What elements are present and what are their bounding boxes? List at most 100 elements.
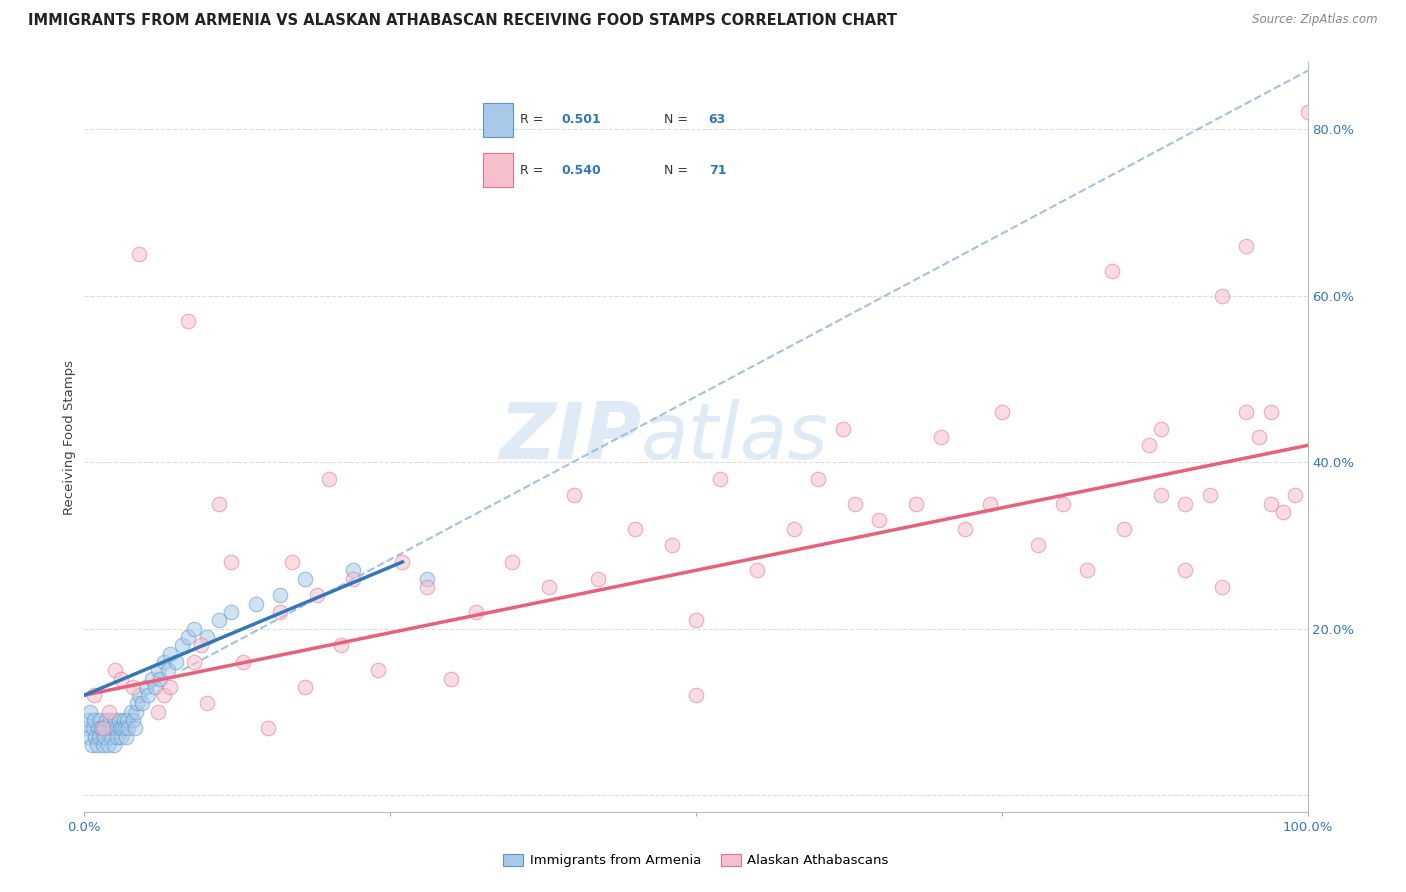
- Point: [1150, 488, 1173, 502]
- Point: [90, 722, 112, 736]
- Point: [131, 697, 153, 711]
- Point: [1150, 422, 1173, 436]
- Point: [416, 572, 439, 586]
- Point: [190, 638, 212, 652]
- Point: [929, 430, 952, 444]
- Point: [103, 738, 125, 752]
- Point: [165, 655, 187, 669]
- Point: [807, 472, 830, 486]
- Point: [538, 580, 561, 594]
- Point: [979, 497, 1001, 511]
- Point: [115, 713, 138, 727]
- Point: [1247, 430, 1270, 444]
- Point: [172, 638, 194, 652]
- Point: [440, 672, 463, 686]
- Point: [586, 572, 609, 586]
- Point: [232, 655, 254, 669]
- Point: [1260, 497, 1282, 511]
- Point: [87, 722, 110, 736]
- Point: [111, 722, 134, 736]
- Point: [269, 588, 291, 602]
- Point: [80, 738, 103, 752]
- Point: [79, 705, 101, 719]
- Point: [91, 738, 114, 752]
- Point: [318, 472, 340, 486]
- Point: [245, 597, 267, 611]
- Point: [122, 680, 145, 694]
- Point: [110, 672, 132, 686]
- Point: [93, 730, 115, 744]
- Point: [195, 697, 218, 711]
- Point: [94, 722, 117, 736]
- Point: [1076, 563, 1098, 577]
- Point: [136, 688, 159, 702]
- Point: [953, 522, 976, 536]
- Point: [110, 730, 132, 744]
- Point: [100, 730, 122, 744]
- Point: [105, 730, 128, 744]
- Point: [219, 605, 242, 619]
- Point: [146, 663, 169, 677]
- Point: [122, 713, 145, 727]
- Point: [120, 705, 142, 719]
- Point: [1174, 497, 1197, 511]
- Point: [1260, 405, 1282, 419]
- Point: [685, 688, 707, 702]
- Point: [1101, 263, 1123, 277]
- Point: [96, 713, 118, 727]
- Point: [159, 647, 181, 661]
- Point: [747, 563, 769, 577]
- Point: [107, 713, 129, 727]
- Point: [1198, 488, 1220, 502]
- Point: [153, 655, 176, 669]
- Point: [77, 730, 100, 744]
- Point: [294, 572, 316, 586]
- Point: [991, 405, 1014, 419]
- Point: [115, 730, 138, 744]
- Text: ZIP: ZIP: [499, 399, 641, 475]
- Point: [76, 722, 98, 736]
- Point: [124, 722, 146, 736]
- Point: [84, 730, 107, 744]
- Point: [153, 688, 176, 702]
- Point: [257, 722, 280, 736]
- Point: [112, 713, 135, 727]
- Point: [294, 680, 316, 694]
- Point: [87, 730, 110, 744]
- Point: [159, 680, 181, 694]
- Point: [905, 497, 928, 511]
- Point: [1137, 438, 1160, 452]
- Point: [101, 722, 124, 736]
- Point: [83, 713, 105, 727]
- Point: [685, 613, 707, 627]
- Point: [108, 722, 131, 736]
- Point: [83, 688, 105, 702]
- Point: [416, 580, 439, 594]
- Point: [77, 713, 100, 727]
- Point: [1028, 538, 1050, 552]
- Point: [156, 663, 179, 677]
- Point: [342, 572, 364, 586]
- Point: [219, 555, 242, 569]
- Point: [562, 488, 585, 502]
- Point: [1114, 522, 1136, 536]
- Point: [464, 605, 486, 619]
- Point: [1211, 580, 1233, 594]
- Point: [661, 538, 683, 552]
- Point: [183, 655, 205, 669]
- Point: [128, 247, 150, 261]
- Point: [305, 588, 328, 602]
- Point: [783, 522, 806, 536]
- Point: [105, 722, 128, 736]
- Point: [281, 555, 304, 569]
- Point: [177, 313, 200, 327]
- Point: [1211, 288, 1233, 302]
- Point: [195, 630, 218, 644]
- Point: [149, 672, 172, 686]
- Point: [177, 630, 200, 644]
- Point: [1052, 497, 1074, 511]
- Y-axis label: Receiving Food Stamps: Receiving Food Stamps: [63, 359, 76, 515]
- Point: [128, 688, 150, 702]
- Point: [1272, 505, 1295, 519]
- Point: [1174, 563, 1197, 577]
